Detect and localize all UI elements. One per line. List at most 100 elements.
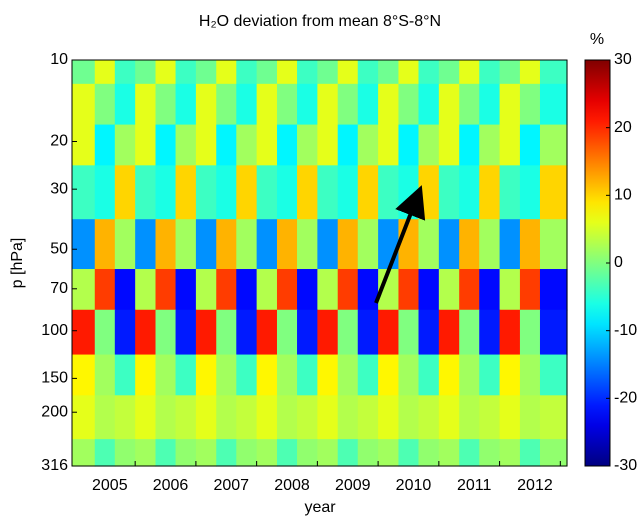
heatmap-cell <box>155 439 177 467</box>
heatmap-cell <box>539 124 568 166</box>
heatmap-cell <box>418 83 440 126</box>
heatmap-cell <box>175 395 197 440</box>
heatmap-cell <box>357 439 379 467</box>
heatmap-cell <box>418 354 440 396</box>
heatmap-cell <box>256 83 278 126</box>
heatmap-cell <box>357 124 379 166</box>
heatmap-cell <box>256 354 278 396</box>
y-tick-label: 70 <box>50 280 68 297</box>
heatmap-cell <box>135 165 157 220</box>
heatmap-cell <box>438 439 460 467</box>
heatmap-cell <box>94 124 116 166</box>
heatmap-cell <box>72 83 96 126</box>
heatmap-cell <box>236 124 258 166</box>
heatmap-cell <box>418 269 440 311</box>
heatmap-cell <box>499 219 521 270</box>
heatmap-cell <box>317 219 339 270</box>
colorbar <box>584 59 611 467</box>
heatmap-cell <box>479 309 501 356</box>
heatmap-cell <box>398 354 420 396</box>
heatmap-cell <box>438 219 460 270</box>
heatmap-cell <box>297 124 318 166</box>
heatmap-cell <box>216 439 237 467</box>
heatmap-cell <box>256 60 278 85</box>
heatmap-cell <box>398 395 420 440</box>
heatmap-cell <box>236 83 258 126</box>
heatmap-cell <box>236 395 258 440</box>
heatmap-cell <box>378 395 400 440</box>
heatmap-cell <box>438 269 460 311</box>
y-tick-label: 10 <box>50 51 68 68</box>
y-tick-label: 20 <box>50 133 68 150</box>
heatmap-cell <box>94 309 116 356</box>
heatmap-cell <box>337 354 359 396</box>
heatmap-cell <box>418 124 440 166</box>
chart-title: H₂O deviation from mean 8°S-8°N <box>199 13 441 30</box>
heatmap-cell <box>216 60 237 85</box>
heatmap-cell <box>398 83 420 126</box>
x-tick-label: 2011 <box>457 477 492 494</box>
heatmap-cell <box>297 165 318 220</box>
heatmap-cell <box>236 60 258 85</box>
heatmap-cell <box>519 269 541 311</box>
heatmap-cell <box>195 309 217 356</box>
y-tick-label: 150 <box>41 370 68 387</box>
heatmap-cell <box>317 309 339 356</box>
heatmap-cell <box>195 439 217 467</box>
heatmap-cell <box>195 219 217 270</box>
heatmap-cell <box>195 83 217 126</box>
heatmap-cell <box>114 165 136 220</box>
colorbar-tick-label: 10 <box>614 187 632 204</box>
heatmap-cell <box>256 269 278 311</box>
heatmap-cell <box>438 60 460 85</box>
heatmap-cell <box>276 124 298 166</box>
heatmap-cell <box>539 395 568 440</box>
heatmap-cell <box>175 165 197 220</box>
heatmap-cell <box>155 83 177 126</box>
heatmap-cell <box>175 124 197 166</box>
heatmap-cell <box>216 354 237 396</box>
heatmap-cell <box>337 439 359 467</box>
heatmap-cell <box>276 439 298 467</box>
heatmap-cell <box>276 83 298 126</box>
heatmap-cell <box>135 219 157 270</box>
heatmap-cell <box>539 439 568 467</box>
heatmap-cell <box>114 219 136 270</box>
heatmap-cell <box>519 219 541 270</box>
heatmap-cell <box>357 219 379 270</box>
heatmap-cell <box>499 309 521 356</box>
x-tick-label: 2009 <box>335 477 371 494</box>
heatmap-cell <box>72 124 96 166</box>
y-tick-label: 30 <box>50 180 68 197</box>
heatmap-cell <box>519 60 541 85</box>
heatmap-cell <box>175 219 197 270</box>
heatmap-cell <box>72 219 96 270</box>
heatmap-cell <box>216 219 237 270</box>
heatmap-cell <box>398 219 420 270</box>
x-axis-label: year <box>304 499 336 516</box>
heatmap-cell <box>216 124 237 166</box>
heatmap-cell <box>499 354 521 396</box>
heatmap-cell <box>479 395 501 440</box>
heatmap-cell <box>378 354 400 396</box>
heatmap-cell <box>175 354 197 396</box>
heatmap-cell <box>94 269 116 311</box>
heatmap-cell <box>499 269 521 311</box>
colorbar-tick-label: 30 <box>614 51 632 68</box>
heatmap-cell <box>135 395 157 440</box>
x-tick-label: 2012 <box>517 477 553 494</box>
heatmap-cell <box>418 165 440 220</box>
heatmap-cell <box>135 439 157 467</box>
heatmap-cell <box>479 165 501 220</box>
heatmap-cell <box>94 395 116 440</box>
heatmap-cell <box>297 219 318 270</box>
heatmap-cell <box>276 269 298 311</box>
heatmap-cell <box>438 83 460 126</box>
heatmap-cell <box>499 395 521 440</box>
heatmap-cell <box>175 60 197 85</box>
heatmap-cell <box>114 354 136 396</box>
heatmap-cell <box>195 60 217 85</box>
heatmap-cell <box>155 219 177 270</box>
heatmap-cell <box>337 269 359 311</box>
heatmap-cell <box>398 309 420 356</box>
